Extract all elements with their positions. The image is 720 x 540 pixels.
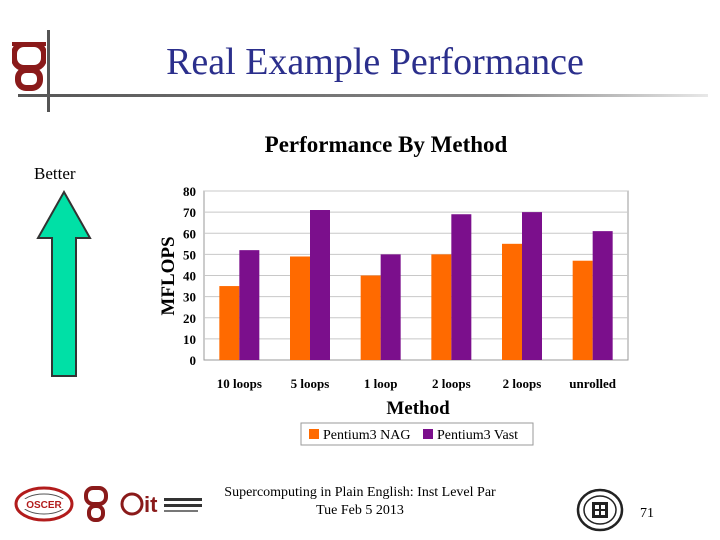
footer-text: Supercomputing in Plain English: Inst Le…: [200, 484, 520, 520]
title-rule: [18, 94, 708, 97]
chart-x-axis-label: Method: [386, 398, 450, 419]
legend-box: [300, 422, 534, 446]
page-number: 71: [640, 506, 654, 521]
x-tick-label: 1 loop: [364, 376, 398, 391]
y-tick-label: 10: [183, 332, 196, 347]
bar-nag: [431, 254, 452, 360]
legend-swatch-nag: [309, 429, 319, 439]
bar-nag: [360, 275, 381, 360]
seal-logo-icon: [576, 488, 624, 532]
svg-text:OSCER: OSCER: [26, 500, 62, 511]
footer-logos: OSCER it: [14, 482, 204, 531]
bar-vast: [451, 214, 472, 360]
title-vertical-rule: [47, 30, 50, 112]
slide-title: Real Example Performance: [166, 41, 584, 83]
bar-vast: [380, 254, 401, 360]
bar-vast: [239, 250, 260, 360]
better-label: Better: [34, 164, 76, 183]
y-tick-label: 30: [183, 290, 196, 305]
y-tick-label: 0: [190, 353, 197, 368]
y-tick-label: 40: [183, 269, 196, 284]
bar-nag: [572, 260, 593, 360]
performance-chart: Performance By Method MFLOPS Method 0 10 2…: [158, 132, 629, 446]
y-tick-label: 50: [183, 247, 196, 262]
svg-text:it: it: [144, 492, 158, 517]
bar-nag: [219, 286, 240, 360]
legend-label-nag: Pentium3 NAG: [323, 428, 411, 443]
legend-swatch-vast: [423, 429, 433, 439]
ou-logo-icon: [12, 42, 46, 91]
chart-y-axis-label: MFLOPS: [158, 236, 179, 315]
bar-vast: [310, 210, 330, 360]
oscer-logo-icon: OSCER: [14, 486, 74, 522]
legend-label-vast: Pentium3 Vast: [437, 428, 518, 443]
bar-vast: [592, 231, 613, 360]
chart-title: Performance By Method: [265, 132, 508, 157]
footer-line-1: Supercomputing in Plain English: Inst Le…: [224, 485, 496, 500]
up-arrow-icon: [36, 190, 92, 377]
x-tick-label: 10 loops: [217, 376, 262, 391]
x-tick-label: 2 loops: [432, 376, 471, 391]
bar-vast: [522, 212, 542, 360]
x-tick-label: unrolled: [569, 376, 616, 391]
ou-it-logo-icon: it: [120, 492, 202, 517]
y-tick-label: 20: [183, 311, 196, 326]
bar-nag: [502, 243, 522, 360]
ou-small-logo-icon: [84, 486, 108, 522]
y-tick-label: 70: [183, 205, 196, 220]
x-tick-label: 5 loops: [291, 376, 330, 391]
footer-line-2: Tue Feb 5 2013: [316, 503, 404, 518]
x-tick-label: 2 loops: [503, 376, 542, 391]
y-tick-label: 60: [183, 226, 196, 241]
y-tick-label: 80: [183, 184, 196, 199]
bar-nag: [290, 256, 310, 360]
chart-legend: Pentium3 NAG Pentium3 Vast: [300, 422, 534, 446]
